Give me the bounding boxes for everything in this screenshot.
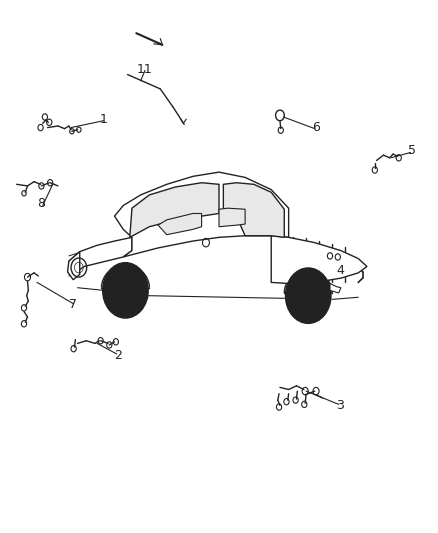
Circle shape — [103, 263, 148, 318]
Polygon shape — [67, 252, 80, 280]
Text: 3: 3 — [336, 399, 344, 412]
Polygon shape — [271, 236, 367, 284]
Polygon shape — [115, 172, 289, 257]
Circle shape — [120, 284, 131, 297]
Text: 2: 2 — [114, 349, 122, 362]
Text: 7: 7 — [69, 298, 77, 311]
Polygon shape — [69, 237, 132, 274]
Text: 4: 4 — [336, 264, 344, 277]
Circle shape — [286, 268, 331, 323]
Text: 8: 8 — [37, 197, 46, 211]
Text: 1: 1 — [100, 112, 108, 126]
Polygon shape — [330, 284, 341, 293]
Text: 5: 5 — [408, 144, 416, 157]
Text: 11: 11 — [136, 63, 152, 76]
Circle shape — [115, 277, 136, 304]
Polygon shape — [219, 208, 245, 227]
Text: 6: 6 — [312, 121, 320, 134]
Polygon shape — [158, 214, 201, 235]
Polygon shape — [223, 183, 284, 237]
Circle shape — [297, 282, 319, 309]
Polygon shape — [130, 183, 219, 237]
Circle shape — [303, 289, 314, 302]
